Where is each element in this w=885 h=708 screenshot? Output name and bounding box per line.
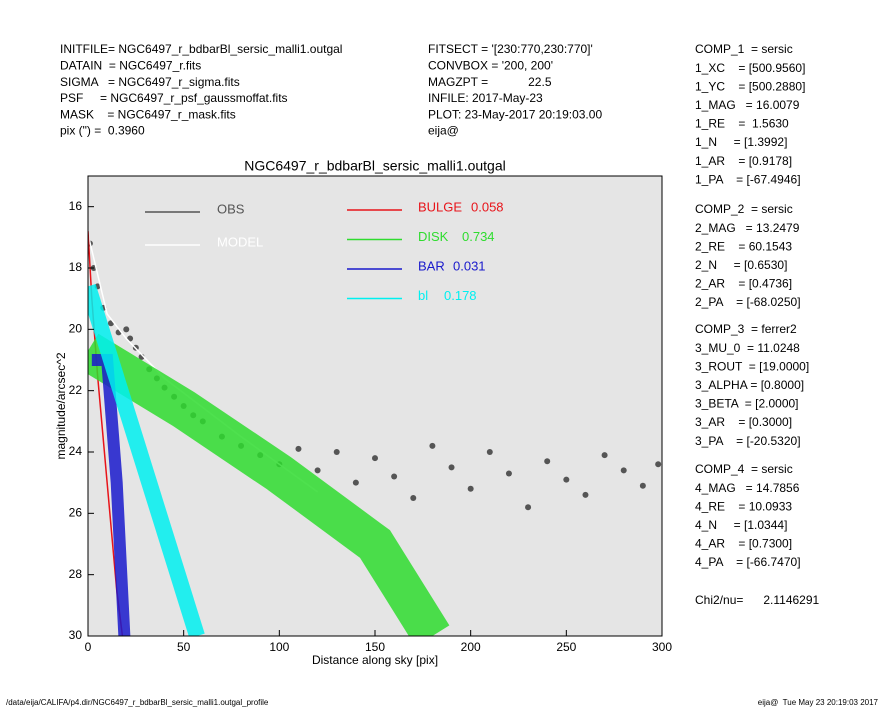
obs-point (333, 449, 340, 455)
obs-point (352, 479, 359, 486)
header-line: MASK = NGC6497_r_mask.fits (60, 107, 236, 121)
param-line: 1_N = [1.3992] (695, 135, 787, 149)
x-axis-label: Distance along sky [pix] (312, 653, 438, 667)
header-line: eija@ (428, 124, 459, 138)
obs-point (525, 504, 532, 511)
param-line: 2_AR = [0.4736] (695, 277, 792, 291)
obs-point (639, 482, 646, 489)
x-tick-label: 200 (461, 640, 481, 654)
obs-point (582, 491, 589, 498)
y-tick-label: 18 (69, 260, 83, 274)
param-line: 1_PA = [-67.4946] (695, 172, 801, 186)
obs-point (467, 485, 474, 492)
obs-point (620, 467, 627, 474)
header-line: MAGZPT = 22.5 (428, 75, 552, 89)
param-line: 3_PA = [-20.5320] (695, 434, 801, 448)
obs-point (505, 470, 512, 477)
param-line: 1_YC = [500.2880] (695, 79, 805, 93)
param-line: 3_BETA = [2.0000] (695, 397, 799, 411)
param-line: 3_MU_0 = 11.0248 (695, 341, 800, 355)
obs-point (372, 455, 378, 462)
obs-point (391, 473, 398, 480)
obs-point (544, 458, 551, 465)
legend-fraction: 0.031 (453, 258, 486, 273)
footer-date: eija@ Tue May 23 20:19:03 2017 (758, 698, 879, 707)
x-tick-label: 50 (177, 640, 191, 654)
param-line: 2_RE = 60.1543 (695, 239, 792, 253)
obs-point (410, 495, 417, 501)
legend-label: DISK (418, 229, 449, 244)
footer-path: /data/eija/CALIFA/p4.dir/NGC6497_r_bdbar… (6, 698, 269, 707)
header-line: PSF = NGC6497_r_psf_gaussmoffat.fits (60, 91, 288, 105)
header-line: INFILE: 2017-May-23 (428, 91, 543, 105)
obs-point (448, 464, 455, 471)
param-line: 2_N = [0.6530] (695, 258, 787, 272)
param-line: COMP_2 = sersic (695, 202, 793, 216)
legend-label: OBS (217, 201, 245, 216)
y-axis-label: magnitude/arcsec^2 (54, 352, 68, 459)
legend-fraction: 0.058 (471, 199, 504, 214)
legend-fraction: 0.734 (462, 229, 495, 244)
param-line: COMP_1 = sersic (695, 42, 793, 56)
legend-label: MODEL (217, 234, 263, 249)
param-line: 1_AR = [0.9178] (695, 154, 792, 168)
y-tick-label: 28 (69, 567, 83, 581)
legend-label: BULGE (418, 199, 462, 214)
param-line: COMP_4 = sersic (695, 462, 793, 476)
legend-label: BAR (418, 258, 445, 273)
y-tick-label: 26 (69, 506, 83, 520)
y-tick-label: 22 (69, 383, 83, 397)
header-line: CONVBOX = '200, 200' (428, 58, 553, 72)
param-line: 3_ALPHA = [0.8000] (695, 378, 804, 392)
header-line: pix (") = 0.3960 (60, 124, 145, 138)
obs-point (314, 467, 321, 474)
x-tick-label: 100 (269, 640, 289, 654)
obs-point (563, 476, 570, 483)
y-tick-label: 24 (69, 444, 83, 458)
obs-point (123, 326, 130, 333)
param-line: 2_MAG = 13.2479 (695, 221, 800, 235)
obs-point (486, 449, 493, 455)
obs-point (295, 445, 302, 452)
chart-title: NGC6497_r_bdbarBl_sersic_malli1.outgal (244, 158, 505, 174)
chi2: Chi2/nu= 2.1146291 (695, 593, 820, 607)
profile-band (88, 333, 450, 636)
header-line: FITSECT = '[230:770,230:770]' (428, 42, 593, 56)
param-line: 3_ROUT = [19.0000] (695, 359, 809, 373)
header-line: DATAIN = NGC6497_r.fits (60, 58, 201, 72)
x-tick-label: 300 (652, 640, 672, 654)
profile-band (91, 354, 131, 636)
obs-point (429, 442, 436, 449)
x-tick-label: 150 (365, 640, 385, 654)
header-line: PLOT: 23-May-2017 20:19:03.00 (428, 107, 602, 121)
legend-label: bl (418, 288, 428, 303)
param-line: 3_AR = [0.3000] (695, 415, 792, 429)
param-line: 4_AR = [0.7300] (695, 537, 792, 551)
obs-point (655, 461, 662, 468)
header-line: INITFILE= NGC6497_r_bdbarBl_sersic_malli… (60, 42, 342, 56)
y-tick-label: 16 (69, 199, 83, 213)
param-line: 4_MAG = 14.7856 (695, 481, 800, 495)
y-tick-label: 30 (69, 628, 83, 642)
obs-point (601, 452, 608, 459)
header-line: SIGMA = NGC6497_r_sigma.fits (60, 75, 240, 89)
param-line: 1_XC = [500.9560] (695, 61, 805, 75)
legend-fraction: 0.178 (444, 288, 477, 303)
param-line: 4_PA = [-66.7470] (695, 555, 801, 569)
param-line: 1_RE = 1.5630 (695, 117, 789, 131)
param-line: 2_PA = [-68.0250] (695, 295, 801, 309)
plot-marks (88, 231, 662, 636)
y-tick-label: 20 (69, 322, 83, 336)
x-tick-label: 0 (85, 640, 92, 654)
param-line: 4_RE = 10.0933 (695, 499, 792, 513)
param-line: 4_N = [1.0344] (695, 518, 787, 532)
profile-band (88, 284, 205, 636)
param-line: COMP_3 = ferrer2 (695, 322, 797, 336)
param-line: 1_MAG = 16.0079 (695, 98, 800, 112)
x-tick-label: 250 (556, 640, 576, 654)
